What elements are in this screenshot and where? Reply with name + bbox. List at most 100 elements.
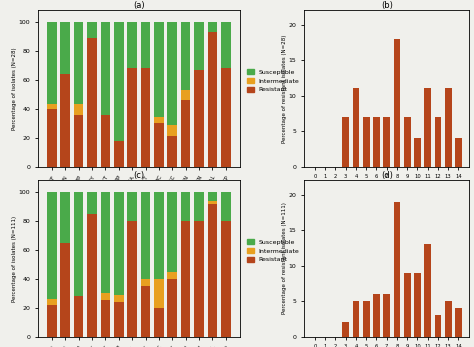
Bar <box>342 322 349 337</box>
Bar <box>404 273 410 337</box>
Bar <box>61 74 70 167</box>
Bar <box>383 294 390 337</box>
Bar <box>114 192 124 295</box>
Bar <box>154 123 164 167</box>
Bar <box>342 117 349 167</box>
Bar <box>221 22 230 68</box>
Bar <box>445 88 452 167</box>
Bar <box>47 305 57 337</box>
Bar <box>47 192 57 299</box>
Bar <box>167 271 177 279</box>
Bar <box>61 243 70 337</box>
Bar <box>208 192 217 201</box>
Bar <box>47 299 57 305</box>
Bar <box>74 115 83 167</box>
Bar <box>373 117 380 167</box>
X-axis label: Number of antimicrobial agents: Number of antimicrobial agents <box>328 180 446 187</box>
Y-axis label: Percentage of isolates (N=28): Percentage of isolates (N=28) <box>12 47 17 130</box>
Bar <box>424 244 431 337</box>
Bar <box>128 22 137 68</box>
Bar <box>435 315 441 337</box>
Title: (b): (b) <box>381 1 392 10</box>
Bar <box>141 192 150 279</box>
Bar <box>445 301 452 337</box>
Bar <box>208 32 217 167</box>
Bar <box>167 279 177 337</box>
Bar <box>181 100 191 167</box>
Bar <box>128 221 137 337</box>
Bar <box>414 138 421 167</box>
Bar <box>221 68 230 167</box>
Bar <box>154 308 164 337</box>
Bar <box>154 279 164 308</box>
Bar <box>194 221 204 337</box>
Bar <box>181 90 191 100</box>
Bar <box>100 192 110 293</box>
Bar <box>194 192 204 221</box>
Bar <box>141 22 150 68</box>
Bar <box>353 88 359 167</box>
Bar <box>363 117 370 167</box>
Bar <box>74 22 83 104</box>
Bar <box>167 192 177 271</box>
Bar <box>154 117 164 123</box>
Bar <box>141 68 150 167</box>
Bar <box>114 141 124 167</box>
Bar <box>414 273 421 337</box>
Bar <box>87 214 97 337</box>
Bar <box>181 22 191 90</box>
Bar <box>455 138 462 167</box>
Legend: Susceptible, Intermediate, Resistant: Susceptible, Intermediate, Resistant <box>247 69 299 92</box>
Bar <box>221 192 230 221</box>
Bar <box>100 293 110 301</box>
Bar <box>47 104 57 109</box>
Bar <box>154 22 164 117</box>
Bar <box>181 192 191 221</box>
Bar <box>424 88 431 167</box>
Bar <box>141 286 150 337</box>
Y-axis label: Percentage of isolates (N=111): Percentage of isolates (N=111) <box>12 215 17 302</box>
Bar <box>353 301 359 337</box>
Bar <box>208 22 217 32</box>
Legend: Susceptible, Intermediate, Resistant: Susceptible, Intermediate, Resistant <box>247 239 299 262</box>
Bar <box>128 192 137 221</box>
Bar <box>47 109 57 167</box>
Bar <box>141 279 150 286</box>
Bar <box>100 115 110 167</box>
Bar <box>363 301 370 337</box>
Y-axis label: Percentage of resistant isolates (N=28): Percentage of resistant isolates (N=28) <box>282 34 287 143</box>
Bar <box>114 22 124 141</box>
Bar <box>87 38 97 167</box>
Bar <box>383 117 390 167</box>
Bar <box>208 204 217 337</box>
Bar <box>181 221 191 337</box>
Bar <box>393 39 400 167</box>
X-axis label: Antimicrobial agents: Antimicrobial agents <box>100 188 177 194</box>
Bar <box>47 22 57 104</box>
Bar <box>114 302 124 337</box>
Bar <box>74 296 83 337</box>
Title: (d): (d) <box>381 171 392 180</box>
Bar <box>154 192 164 279</box>
Bar <box>74 104 83 115</box>
Bar <box>74 192 83 296</box>
Bar <box>194 22 204 70</box>
Bar <box>194 70 204 167</box>
Bar <box>114 295 124 302</box>
Bar <box>100 22 110 115</box>
Bar <box>87 192 97 214</box>
Bar <box>100 301 110 337</box>
Y-axis label: Percentage of resistant isolates (N=111): Percentage of resistant isolates (N=111) <box>282 203 287 314</box>
Bar <box>393 202 400 337</box>
Bar <box>87 22 97 38</box>
Bar <box>221 221 230 337</box>
Bar <box>455 308 462 337</box>
Bar <box>61 192 70 243</box>
Bar <box>167 125 177 136</box>
Title: (a): (a) <box>133 1 145 10</box>
Bar <box>167 22 177 125</box>
Bar <box>404 117 410 167</box>
Bar <box>435 117 441 167</box>
Bar <box>167 136 177 167</box>
Bar <box>61 22 70 74</box>
